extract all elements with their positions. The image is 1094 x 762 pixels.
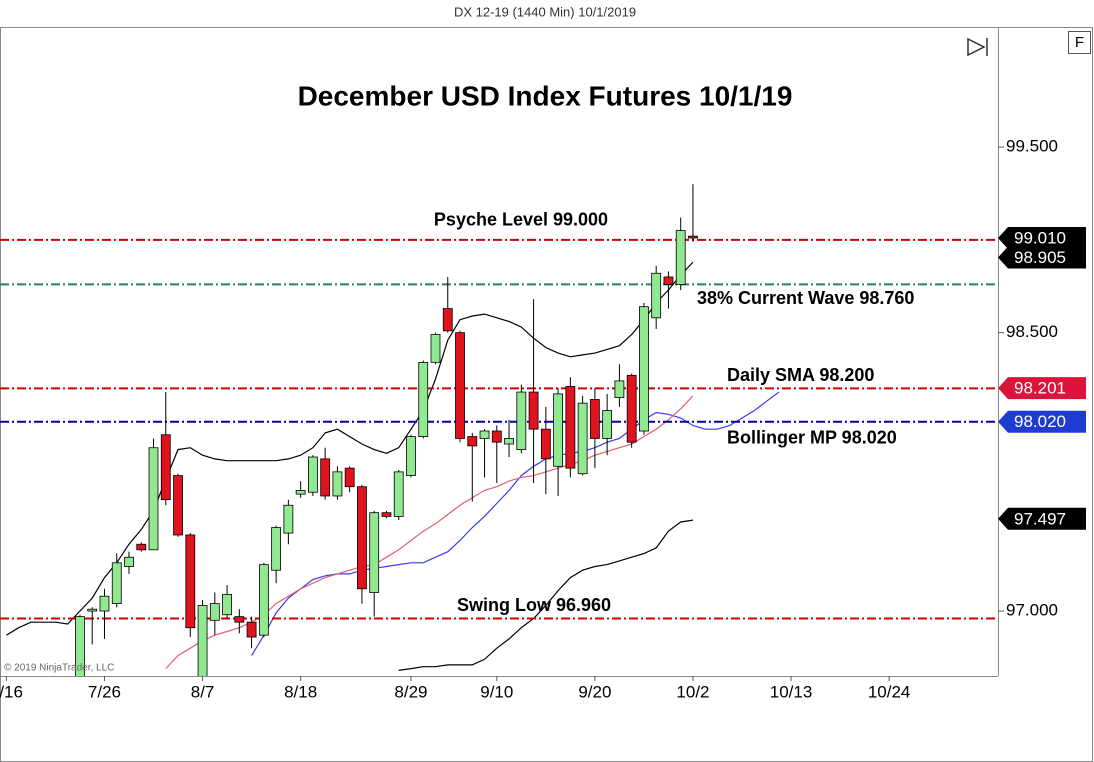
y-tick-label: 97.000 [1006,601,1058,620]
candle-body [504,438,514,445]
candle-body [393,471,404,517]
candle-body [688,235,698,239]
level-label: Daily SMA 98.200 [727,365,874,385]
price-marker-label: 99.010 [1014,228,1066,247]
x-tick-label: 7/16 [0,682,23,701]
candle-body [271,527,282,571]
candle-body [369,512,380,593]
candle-body [565,386,576,469]
candle-body [320,458,331,497]
candle-body [332,471,343,497]
candle-body [234,616,245,623]
candle-body [295,490,306,495]
price-marker-label: 97.497 [1014,509,1066,528]
candle-body [87,608,98,612]
x-tick-label: 8/29 [394,682,427,701]
candle-body [626,374,637,443]
plot-area [0,184,998,676]
price-marker [998,246,1086,269]
candle-body [614,380,625,399]
scroll-end-button[interactable] [967,37,988,57]
x-tick-label: 8/18 [284,682,317,701]
x-tick-label: 8/7 [191,682,215,701]
price-marker-label: 98.905 [1014,248,1066,267]
candle-body [148,447,159,551]
candle-body [467,436,478,447]
candle-body [406,436,416,476]
candle-body [222,593,232,616]
candle-body [160,434,171,501]
candle-body [528,391,539,430]
price-marker [998,410,1086,433]
candle-body [639,306,649,432]
level-label: Bollinger MP 98.020 [727,427,897,447]
candle-body [491,430,502,443]
candle-body [663,276,674,285]
candle-body [283,504,294,534]
candle-body [418,361,429,437]
candle-body [111,562,122,605]
candle-body [455,332,465,439]
candle-body [577,402,588,475]
candle-body [173,475,183,536]
candle-body [258,564,269,636]
copyright: © 2019 NinjaTrader, LLC [4,663,114,674]
candle-body [75,616,85,676]
level-label: Swing Low 96.960 [457,595,611,615]
candle-body [602,410,613,439]
candle-body [357,486,367,590]
x-tick-label: 10/24 [868,682,911,701]
candle-body [381,512,392,517]
x-tick-label: 7/26 [88,682,121,701]
y-tick-label: 98.500 [1006,322,1058,341]
overlay: Psyche Level 99.000 38% Current Wave 98.7… [434,210,915,616]
candle-body [540,428,551,460]
candle-body [344,467,355,488]
candle-body [197,605,208,676]
indicator-line [398,519,694,671]
candle-body [209,603,220,621]
chart-title: December USD Index Futures 10/1/19 [298,80,793,111]
candle-body [675,230,686,285]
price-marker [998,507,1086,530]
candle-body [430,334,441,363]
x-tick-label: 10/2 [676,682,709,701]
candle-body [651,272,662,319]
candle-body [479,430,490,439]
header: DX 12-19 (1440 Min) 10/1/2019 [454,4,636,19]
price-marker-label: 98.201 [1014,379,1066,398]
scroll-end-icon[interactable] [967,37,986,57]
level-label: 38% Current Wave 98.760 [697,288,914,308]
x-tick-label: 9/10 [480,682,513,701]
format-button[interactable] [1068,31,1091,54]
candle-body [124,556,134,567]
price-marker [998,377,1086,400]
level-label: Psyche Level 99.000 [434,210,608,230]
candle-body [307,456,318,493]
candle-body [136,543,147,551]
format-button-label[interactable]: F [1075,34,1084,51]
x-tick-label: 10/13 [770,682,813,701]
y-tick-label: 99.500 [1006,137,1058,156]
candle-body [516,391,527,450]
candle-body [246,621,257,638]
candle-body [442,308,453,332]
indicator-line [165,395,694,670]
price-marker [998,227,1086,250]
candle-body [99,595,110,612]
indicator-line [6,261,694,636]
candle-body [553,393,563,467]
x-tick-label: 9/20 [578,682,611,701]
price-marker-label: 98.020 [1014,412,1066,431]
candle-body [589,399,600,439]
candle-body [185,534,196,629]
